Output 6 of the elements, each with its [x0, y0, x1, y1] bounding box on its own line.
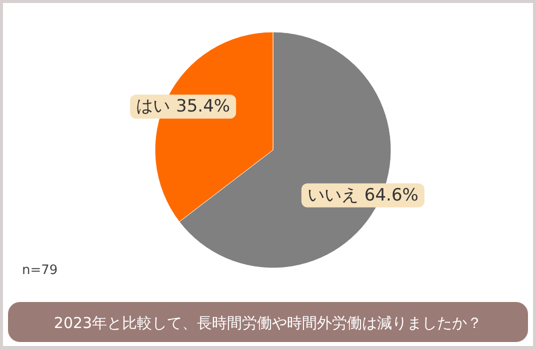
text: n=79 — [22, 263, 58, 278]
text: 2023年と比較して、長時間労働や時間外労働は減りましたか？ — [54, 314, 482, 332]
data-label: 35.4% — [176, 96, 230, 117]
data-label: 64.6% — [364, 185, 418, 206]
slice-label: はい — [136, 96, 170, 117]
slice-label: いいえ — [307, 185, 358, 206]
